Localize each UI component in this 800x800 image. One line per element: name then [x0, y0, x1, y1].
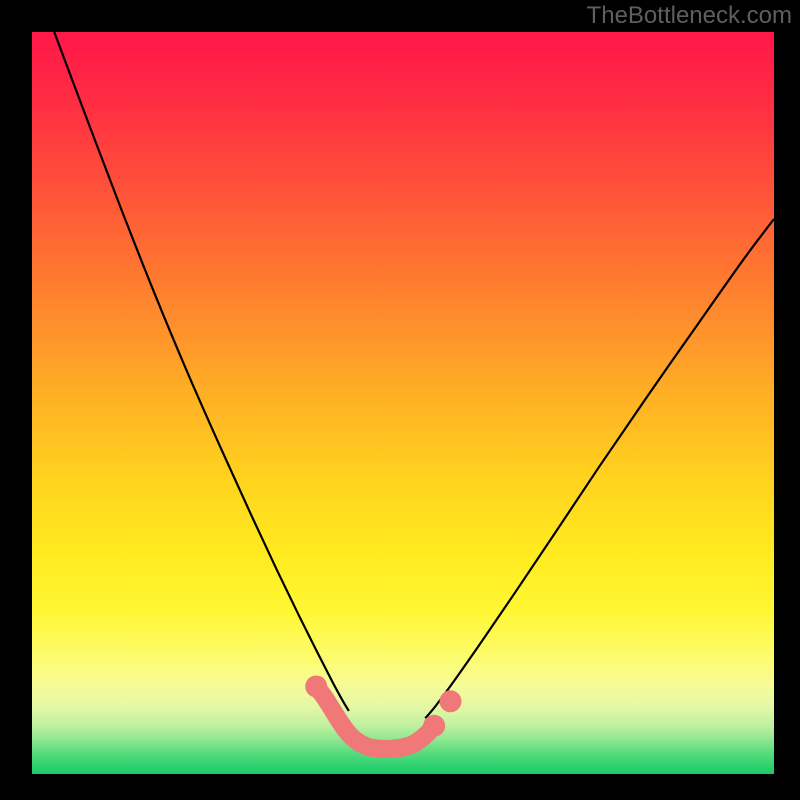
curve-right: [425, 219, 774, 718]
overlay-segment-0: [316, 686, 434, 749]
attribution-label: TheBottleneck.com: [587, 2, 792, 30]
curves-layer: [32, 32, 774, 774]
overlay-endcap-0-0: [305, 675, 327, 697]
plot-area: [32, 32, 774, 774]
curve-left: [54, 32, 349, 711]
chart-container: TheBottleneck.com: [0, 0, 800, 800]
overlay-endcap-0-1: [423, 715, 445, 737]
overlay-dot-0: [439, 690, 461, 712]
